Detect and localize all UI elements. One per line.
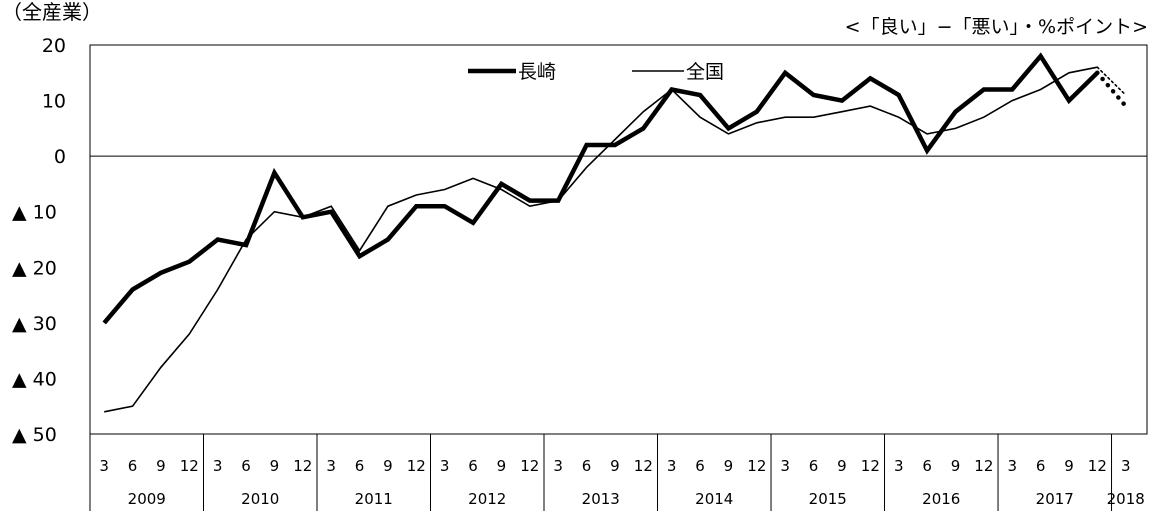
x-tick-label: 3 (440, 457, 450, 475)
x-tick-label: 9 (610, 457, 620, 475)
x-tick-label: 12 (293, 457, 312, 475)
x-tick-label: 6 (468, 457, 478, 475)
x-tick-label: 12 (520, 457, 539, 475)
x-tick-label: 9 (951, 457, 961, 475)
series-layer (102, 52, 1128, 413)
x-tick-label: 3 (99, 457, 109, 475)
x-tick-label: 6 (582, 457, 592, 475)
year-label: 2014 (695, 490, 733, 508)
year-label: 2018 (1107, 490, 1145, 508)
x-tick-label: 3 (894, 457, 904, 475)
x-tick-label: 6 (355, 457, 365, 475)
x-tick-label: 9 (724, 457, 734, 475)
year-label: 2015 (809, 490, 847, 508)
forecast-line-全国 (1096, 66, 1127, 96)
legend: 長崎 全国 (468, 61, 724, 83)
series-line-長崎 (102, 52, 1099, 325)
y-tick-label: 20 (42, 35, 66, 57)
y-tick-label: ▲ 30 (12, 313, 57, 335)
x-tick-label: 3 (780, 457, 790, 475)
x-tick-label: 12 (747, 457, 766, 475)
forecast-line-長崎 (1095, 70, 1128, 109)
x-tick-label: 6 (128, 457, 138, 475)
x-tick-label: 9 (497, 457, 507, 475)
x-tick-label: 6 (695, 457, 705, 475)
x-axis: 3 6 9 12 3 6 9 12 3 6 9 12 3 6 9 12 3 6 9 12 3 6 9 12 3 6 9 12 3 6 9 12… (89, 434, 1145, 511)
year-label: 2009 (128, 490, 166, 508)
year-label: 2013 (582, 490, 620, 508)
year-label: 2010 (241, 490, 279, 508)
x-tick-label: 6 (241, 457, 251, 475)
year-label: 2017 (1036, 490, 1074, 508)
y-tick-label: ▲ 20 (12, 257, 57, 279)
x-tick-label: 6 (922, 457, 932, 475)
x-tick-label: 9 (383, 457, 393, 475)
x-tick-label: 3 (326, 457, 336, 475)
unit-label: <「良い」−「悪い」・%ポイント> (844, 16, 1148, 38)
series-line-全国 (104, 66, 1098, 413)
x-tick-label: 12 (180, 457, 199, 475)
sector-label: （全産業） (2, 0, 102, 24)
x-tick-label: 3 (553, 457, 563, 475)
y-tick-label: ▲ 50 (12, 424, 57, 446)
y-tick-label: 0 (54, 146, 66, 168)
y-tick-label: ▲ 40 (12, 368, 57, 390)
year-label: 2016 (922, 490, 960, 508)
x-tick-label: 3 (1121, 457, 1131, 475)
legend-label-長崎: 長崎 (518, 61, 556, 83)
x-tick-label: 3 (667, 457, 677, 475)
plot-border (89, 44, 1148, 435)
y-tick-label: 10 (42, 91, 66, 113)
x-tick-label: 3 (1007, 457, 1017, 475)
x-tick-label: 9 (1064, 457, 1074, 475)
x-tick-label: 12 (634, 457, 653, 475)
y-axis-ticks: 20 10 0 ▲ 10 ▲ 20 ▲ 30 ▲ 40 ▲ 50 (12, 35, 66, 446)
y-tick-label: ▲ 10 (12, 202, 57, 224)
plot-frame (89, 44, 1148, 435)
x-tick-label: 9 (270, 457, 280, 475)
x-tick-label: 12 (861, 457, 880, 475)
year-label: 2011 (355, 490, 393, 508)
x-tick-label: 12 (974, 457, 993, 475)
x-tick-label: 6 (1036, 457, 1046, 475)
year-label: 2012 (468, 490, 506, 508)
legend-label-全国: 全国 (686, 61, 724, 83)
x-tick-label: 9 (837, 457, 847, 475)
x-tick-label: 12 (1088, 457, 1107, 475)
x-tick-label: 3 (213, 457, 223, 475)
x-tick-label: 6 (809, 457, 819, 475)
x-tick-label: 9 (156, 457, 166, 475)
x-tick-label: 12 (407, 457, 426, 475)
